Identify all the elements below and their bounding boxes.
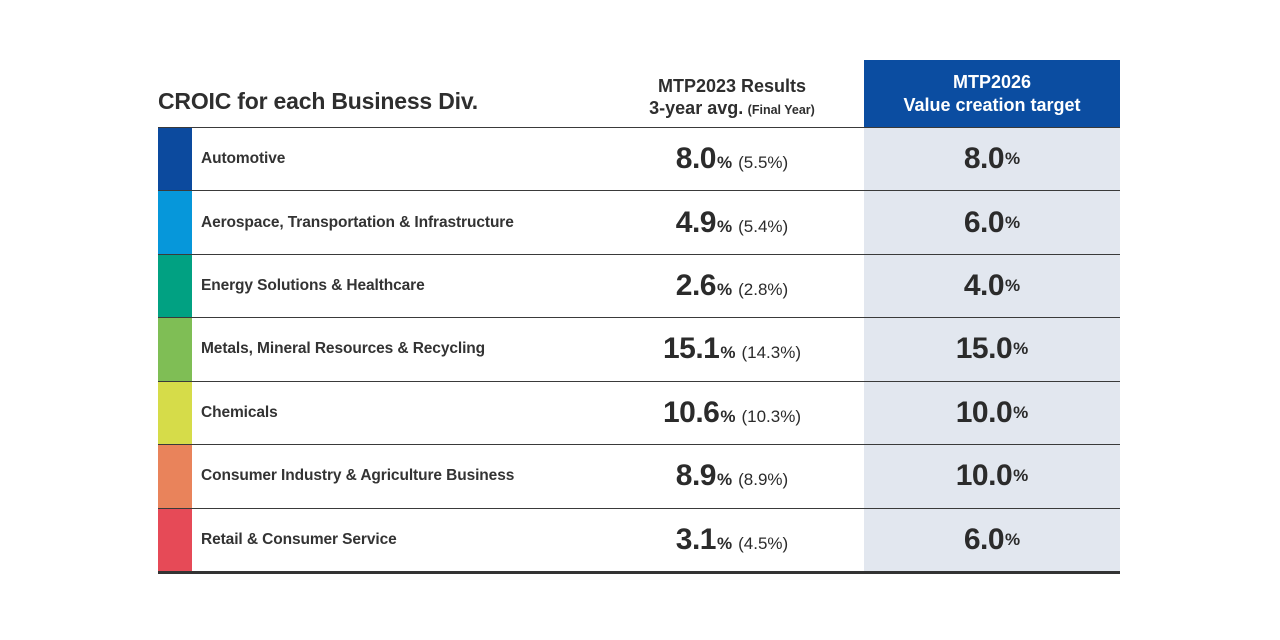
result-cell: 8.9% (8.9%)	[600, 459, 864, 493]
division-color-bar	[158, 128, 192, 191]
target-cell: 6.0%	[864, 191, 1120, 254]
target-cell: 10.0%	[864, 381, 1120, 445]
target-percent-sign: %	[1013, 466, 1029, 486]
division-label: Consumer Industry & Agriculture Business	[201, 467, 515, 485]
result-value: 10.6	[662, 395, 720, 429]
division-color-bar	[158, 381, 192, 445]
target-value: 4.0	[963, 269, 1005, 303]
target-value: 8.0	[963, 142, 1005, 176]
division-color-bar	[158, 445, 192, 508]
target-value: 10.0	[955, 395, 1013, 429]
result-percent-sign: %	[717, 216, 733, 236]
division-label: Aerospace, Transportation & Infrastructu…	[201, 213, 514, 231]
table-title: CROIC for each Business Div.	[158, 88, 478, 114]
target-cell: 4.0%	[864, 254, 1120, 318]
result-value: 15.1	[662, 332, 720, 366]
division-color-bar	[158, 318, 192, 381]
results-header-avg: 3-year avg.	[649, 98, 744, 118]
result-percent-sign: %	[717, 280, 733, 300]
target-cell: 15.0%	[864, 318, 1120, 381]
table-row: Chemicals 10.6% (10.3%) 10.0%	[158, 380, 1120, 445]
target-header-line2: Value creation target	[903, 94, 1081, 115]
target-percent-sign: %	[1005, 276, 1021, 296]
result-cell: 2.6% (2.8%)	[600, 269, 864, 303]
result-value: 4.9	[675, 205, 717, 239]
table-row: Automotive 8.0% (5.5%) 8.0%	[158, 128, 1120, 191]
result-value: 8.9	[675, 459, 717, 493]
final-year-value: (5.4%)	[738, 216, 789, 236]
result-value: 8.0	[675, 142, 717, 176]
result-value: 2.6	[675, 269, 717, 303]
croic-table: CROIC for each Business Div. MTP2023 Res…	[158, 60, 1120, 574]
table-row: Metals, Mineral Resources & Recycling 15…	[158, 317, 1120, 381]
target-value: 6.0	[963, 205, 1005, 239]
final-year-value: (4.5%)	[738, 533, 789, 553]
table-header: CROIC for each Business Div. MTP2023 Res…	[158, 60, 1120, 127]
target-percent-sign: %	[1005, 212, 1021, 232]
target-cell: 8.0%	[864, 128, 1120, 191]
target-percent-sign: %	[1013, 402, 1029, 422]
division-label: Metals, Mineral Resources & Recycling	[201, 340, 486, 358]
target-value: 6.0	[963, 522, 1005, 556]
result-percent-sign: %	[717, 533, 733, 553]
results-header-line2: 3-year avg. (Final Year)	[600, 97, 864, 121]
final-year-value: (10.3%)	[741, 406, 802, 426]
target-percent-sign: %	[1005, 529, 1021, 549]
target-cell: 10.0%	[864, 445, 1120, 508]
division-color-bar	[158, 191, 192, 254]
division-label: Energy Solutions & Healthcare	[201, 277, 425, 295]
final-year-value: (8.9%)	[738, 470, 789, 490]
target-header-line1: MTP2026	[952, 71, 1032, 92]
result-percent-sign: %	[720, 343, 736, 363]
division-label: Retail & Consumer Service	[201, 530, 397, 548]
final-year-value: (2.8%)	[738, 280, 789, 300]
results-column-header: MTP2023 Results 3-year avg. (Final Year)	[600, 75, 864, 127]
final-year-value: (5.5%)	[738, 153, 789, 173]
result-cell: 4.9% (5.4%)	[600, 206, 864, 240]
result-percent-sign: %	[717, 470, 733, 490]
table-body: Automotive 8.0% (5.5%) 8.0% Aerospace, Tr…	[158, 127, 1120, 574]
target-column-header: MTP2026 Value creation target	[864, 60, 1120, 127]
table-row: Aerospace, Transportation & Infrastructu…	[158, 190, 1120, 254]
result-cell: 10.6% (10.3%)	[600, 396, 864, 430]
result-value: 3.1	[675, 522, 717, 556]
result-cell: 8.0% (5.5%)	[600, 142, 864, 176]
results-header-line1: MTP2023 Results	[657, 76, 807, 96]
result-percent-sign: %	[717, 153, 733, 173]
target-percent-sign: %	[1005, 149, 1021, 169]
table-row: Consumer Industry & Agriculture Business…	[158, 444, 1120, 508]
division-label: Automotive	[201, 150, 286, 168]
result-percent-sign: %	[720, 406, 736, 426]
target-value: 10.0	[955, 459, 1013, 493]
target-percent-sign: %	[1013, 339, 1029, 359]
target-cell: 6.0%	[864, 508, 1120, 571]
division-color-bar	[158, 508, 192, 571]
table-row: Energy Solutions & Healthcare 2.6% (2.8%)…	[158, 253, 1120, 318]
division-color-bar	[158, 254, 192, 318]
result-cell: 15.1% (14.3%)	[600, 332, 864, 366]
division-label: Chemicals	[201, 403, 278, 421]
table-row: Retail & Consumer Service 3.1% (4.5%) 6.0…	[158, 507, 1120, 571]
results-header-note: (Final Year)	[747, 103, 815, 117]
target-value: 15.0	[955, 332, 1013, 366]
result-cell: 3.1% (4.5%)	[600, 523, 864, 557]
final-year-value: (14.3%)	[741, 343, 802, 363]
